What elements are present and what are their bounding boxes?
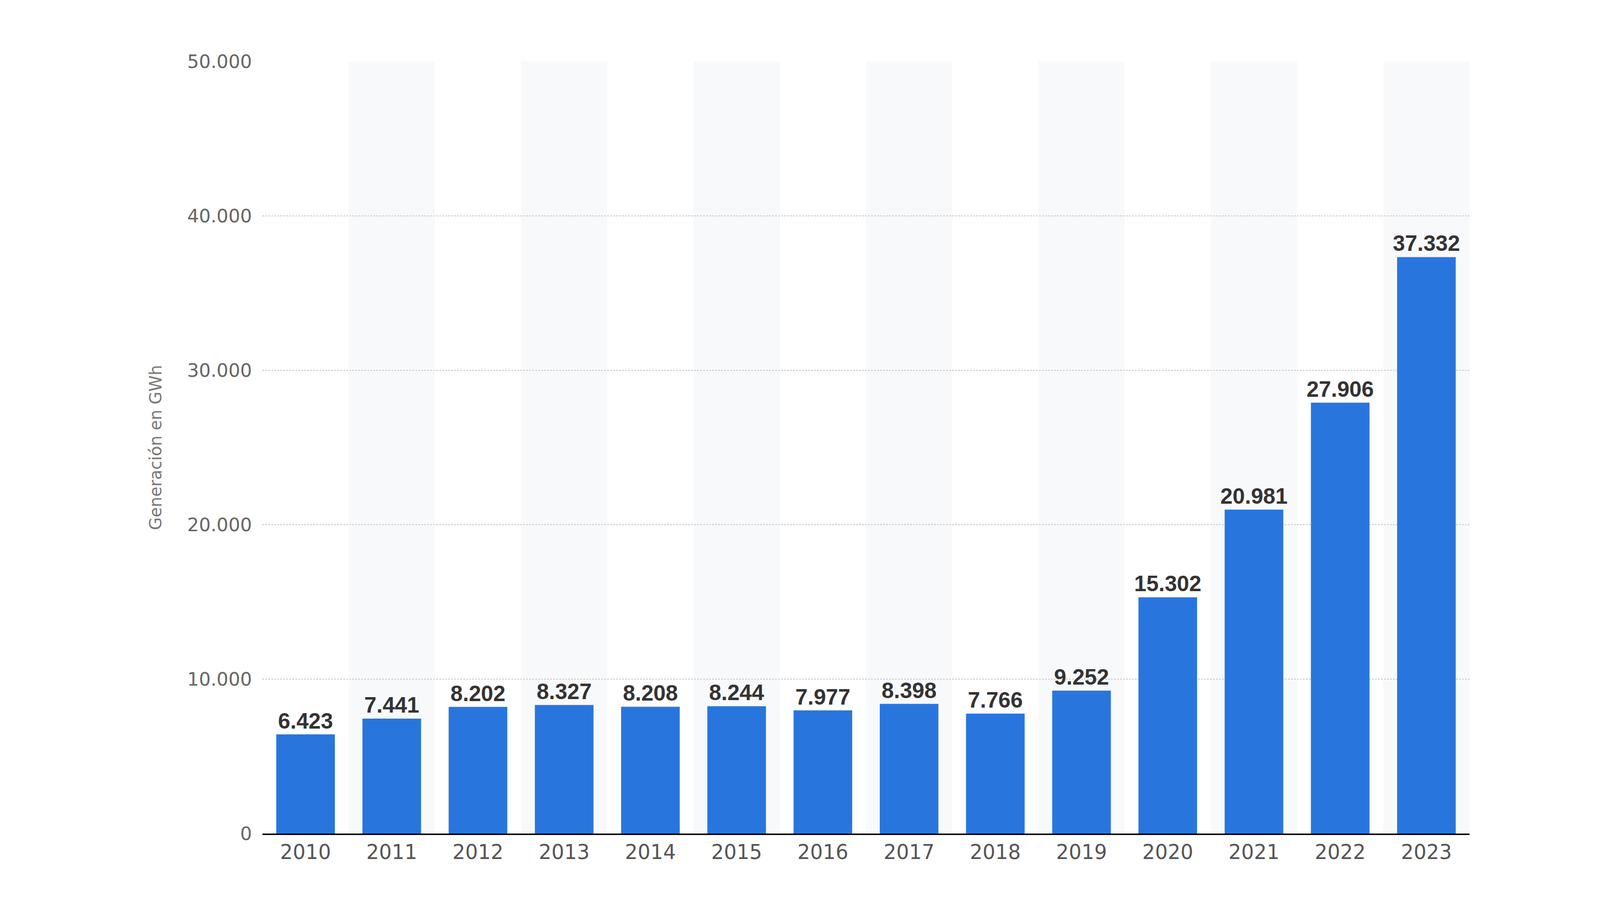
svg-text:8.244: 8.244 <box>708 680 765 705</box>
svg-text:50.000: 50.000 <box>187 50 252 73</box>
svg-text:15.302: 15.302 <box>1134 571 1202 596</box>
svg-text:2014: 2014 <box>624 840 676 864</box>
svg-text:2020: 2020 <box>1142 840 1194 864</box>
svg-text:40.000: 40.000 <box>187 205 252 227</box>
svg-text:2017: 2017 <box>883 840 935 864</box>
svg-text:37.332: 37.332 <box>1392 230 1461 256</box>
svg-text:7.766: 7.766 <box>967 687 1023 713</box>
svg-text:27.906: 27.906 <box>1306 376 1375 402</box>
svg-text:2022: 2022 <box>1314 840 1366 864</box>
svg-text:8.202: 8.202 <box>450 681 506 706</box>
svg-text:0: 0 <box>239 823 252 845</box>
svg-text:7.441: 7.441 <box>364 692 420 718</box>
svg-text:8.398: 8.398 <box>881 678 937 703</box>
svg-text:2018: 2018 <box>969 840 1021 864</box>
svg-text:20.981: 20.981 <box>1220 483 1288 509</box>
svg-text:2019: 2019 <box>1056 840 1108 864</box>
svg-text:6.423: 6.423 <box>277 708 333 734</box>
svg-text:7.977: 7.977 <box>795 684 851 710</box>
svg-text:Generación en GWh: Generación en GWh <box>145 364 166 531</box>
svg-text:10.000: 10.000 <box>187 668 252 691</box>
svg-text:8.327: 8.327 <box>536 679 592 704</box>
svg-text:2011: 2011 <box>366 840 418 864</box>
svg-text:30.000: 30.000 <box>187 359 252 382</box>
svg-text:2021: 2021 <box>1228 840 1280 864</box>
svg-text:20.000: 20.000 <box>187 514 252 536</box>
svg-text:2010: 2010 <box>279 840 331 864</box>
svg-text:9.252: 9.252 <box>1054 664 1110 690</box>
svg-text:2023: 2023 <box>1401 840 1453 864</box>
svg-text:8.208: 8.208 <box>622 680 678 706</box>
svg-text:2015: 2015 <box>711 840 763 864</box>
svg-text:2016: 2016 <box>797 840 849 864</box>
svg-text:2012: 2012 <box>452 840 504 864</box>
svg-text:2013: 2013 <box>538 840 590 864</box>
